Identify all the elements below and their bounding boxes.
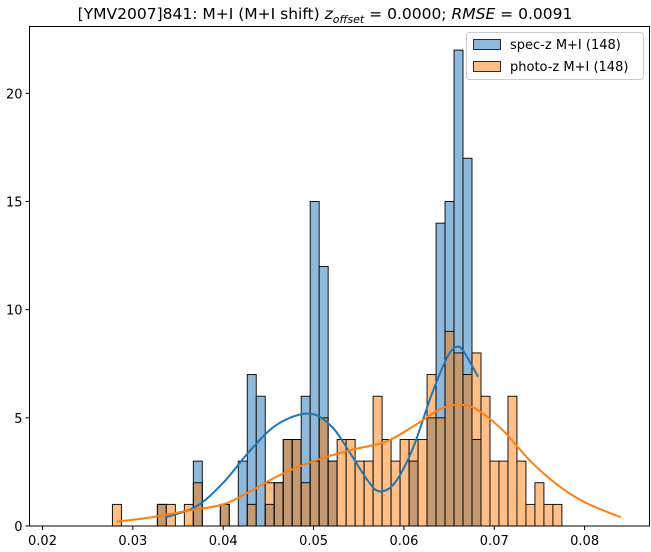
spec-z-bar — [319, 266, 329, 418]
x-tick-label: 0.05 — [299, 534, 328, 549]
legend-box — [466, 32, 644, 80]
overlap-bar — [310, 461, 320, 526]
overlap-bar — [319, 417, 329, 526]
spec-z-bar — [247, 374, 257, 505]
chart-title: [YMV2007]841: M+I (M+I shift) zoffset = … — [78, 5, 573, 26]
kde-layer — [116, 345, 622, 523]
spec-z-bar — [238, 461, 248, 526]
y-tick-label: 10 — [6, 304, 23, 319]
x-tick-label: 0.02 — [28, 534, 57, 549]
y-axis: 0 5 10 15 20 — [6, 87, 30, 535]
photo-z-kde-line — [116, 403, 622, 523]
photo-z-bar — [409, 439, 419, 462]
photo-z-bar — [516, 461, 526, 526]
spec-z-bar — [454, 50, 464, 353]
spec-z-bar — [463, 158, 473, 375]
overlap-bar — [427, 417, 437, 526]
photo-z-bar — [112, 504, 122, 526]
photo-z-bar — [346, 439, 356, 526]
legend-swatch-photo-z — [473, 61, 501, 72]
spec-z-bar — [436, 223, 446, 418]
y-tick-label: 20 — [6, 87, 23, 102]
spec-z-bar — [445, 201, 455, 332]
y-tick-label: 0 — [14, 520, 22, 535]
overlap-bar — [436, 417, 446, 526]
photo-z-bar — [355, 461, 365, 526]
overlap-bar — [274, 482, 284, 526]
x-tick-label: 0.06 — [389, 534, 418, 549]
x-axis: 0.02 0.03 0.04 0.05 0.06 0.07 0.08 — [28, 526, 599, 549]
title-prefix: [YMV2007]841: M+I (M+I shift) — [78, 5, 325, 23]
y-tick-label: 5 — [14, 412, 22, 427]
overlap-bar — [454, 352, 464, 526]
photo-z-bar — [525, 504, 535, 526]
x-tick-label: 0.08 — [570, 534, 599, 549]
photo-z-bar — [418, 439, 428, 526]
legend-label-spec-z: spec-z M+I (148) — [510, 38, 621, 53]
overlap-bar — [301, 482, 311, 526]
x-tick-label: 0.04 — [209, 534, 238, 549]
legend: spec-z M+I (148) photo-z M+I (148) — [466, 32, 644, 80]
photo-z-bar — [382, 439, 392, 526]
photo-z-bar — [552, 504, 562, 526]
x-tick-label: 0.03 — [118, 534, 147, 549]
title-rmse-symbol: RMSE — [451, 5, 495, 23]
title-zoffset-subscript: offset — [333, 13, 365, 26]
photo-z-bar — [337, 439, 347, 526]
overlap-bar — [220, 504, 230, 526]
overlap-bar — [409, 461, 419, 526]
spec-z-kde-line — [165, 345, 479, 519]
y-tick-label: 15 — [6, 196, 23, 211]
overlap-bar — [292, 439, 302, 526]
x-tick-label: 0.07 — [480, 534, 509, 549]
overlap-bar — [328, 461, 338, 526]
overlap-bar — [472, 439, 481, 526]
spec-z-bar — [256, 396, 266, 526]
overlap-bar — [463, 374, 473, 526]
photo-z-bar — [472, 352, 481, 440]
title-zoffset-value: = 0.0000; — [364, 5, 451, 23]
photo-z-bar — [534, 482, 544, 526]
overlap-bar — [445, 331, 455, 526]
photo-z-bar — [373, 396, 383, 526]
overlap-bar — [283, 439, 293, 526]
spec-z-bar — [193, 461, 203, 483]
photo-z-bar — [364, 461, 374, 526]
overlap-bar — [247, 504, 257, 526]
title-rmse-value: = 0.0091 — [495, 5, 572, 23]
photo-z-bar — [391, 461, 401, 526]
legend-label-photo-z: photo-z M+I (148) — [510, 60, 628, 75]
photo-z-bar — [543, 504, 553, 526]
plot-frame — [29, 26, 650, 527]
photo-z-bar — [184, 504, 194, 526]
photo-z-bar — [265, 482, 275, 505]
legend-swatch-spec-z — [473, 39, 501, 50]
spec-z-bar — [310, 201, 320, 462]
overlap-bar — [265, 504, 275, 526]
photo-z-bar — [400, 439, 410, 526]
photo-z-bar — [498, 461, 508, 526]
title-zoffset-symbol: z — [324, 5, 334, 23]
photo-z-bar — [489, 461, 499, 526]
photo-z-bar — [507, 396, 517, 526]
photo-z-bar — [480, 396, 490, 526]
spec-z-bar — [301, 396, 311, 483]
